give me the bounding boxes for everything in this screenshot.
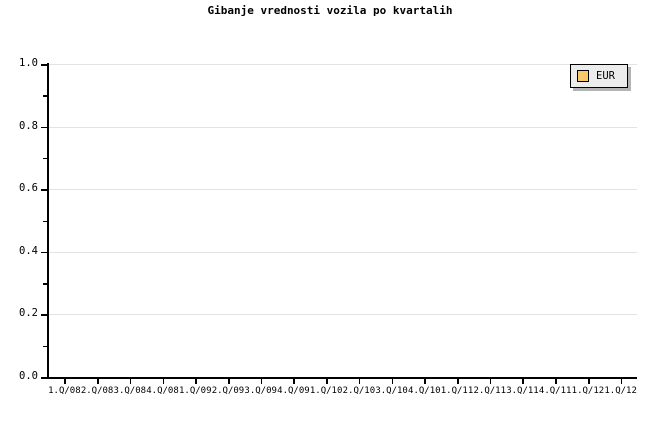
y-axis-labels: 0.0 0.2 0.4 0.6 0.8 1.0 (0, 0, 38, 440)
x-axis-tick (293, 378, 295, 384)
x-axis-tick-label: 4.Q/10 (408, 386, 441, 396)
y-axis-tick (41, 64, 47, 66)
gridline (48, 126, 637, 128)
x-axis-tick-label: 1.Q/09 (178, 386, 212, 396)
y-axis-tick-label: 0.4 (19, 244, 38, 257)
x-axis-tick (457, 378, 459, 384)
x-axis-tick-label: 1.Q/12 (571, 386, 605, 396)
x-axis-tick-label: 3.Q/10 (375, 386, 408, 396)
legend-label-eur: EUR (596, 70, 615, 82)
y-axis-tick (41, 189, 47, 191)
x-axis-tick (162, 378, 165, 384)
x-axis-tick (555, 378, 557, 384)
x-axis-tick (326, 378, 328, 384)
legend[interactable]: EUR (570, 64, 628, 88)
x-axis-tick (424, 378, 426, 384)
x-axis-tick-label: 3.Q/11 (506, 386, 539, 396)
x-axis-tick-label: 1.Q/12 (604, 386, 637, 396)
x-axis-tick (522, 378, 525, 384)
x-axis-tick (260, 378, 263, 384)
x-axis-line (47, 377, 637, 379)
x-axis-tick (97, 378, 99, 384)
gridline (48, 314, 637, 316)
x-axis-tick (489, 378, 492, 384)
gridline (48, 189, 637, 191)
y-axis-minor-tick (43, 345, 47, 348)
y-axis-tick (41, 377, 47, 379)
y-axis-tick-label: 0.8 (19, 119, 38, 132)
y-axis-tick (41, 126, 47, 129)
y-axis-minor-tick (43, 95, 47, 97)
x-axis-tick-label: 2.Q/09 (211, 386, 245, 396)
y-axis-tick (41, 314, 47, 316)
x-axis-tick (129, 378, 132, 384)
x-axis-tick-label: 3.Q/08 (113, 386, 147, 396)
x-axis-tick-label: 4.Q/11 (538, 386, 572, 396)
x-axis-tick (195, 378, 197, 384)
x-axis-tick (227, 378, 230, 384)
y-axis-tick-label: 0.6 (19, 182, 38, 195)
x-axis-tick-label: 1.Q/11 (440, 386, 474, 396)
y-axis-tick-label: 0.2 (19, 307, 38, 320)
y-axis-tick-label: 1.0 (19, 57, 38, 69)
y-axis-line (47, 63, 49, 378)
x-axis-tick-label: 4.Q/09 (277, 386, 310, 396)
y-axis-tick (41, 251, 47, 254)
x-axis-tick-label: 1.Q/10 (309, 386, 343, 396)
x-axis-tick-label: 2.Q/08 (80, 386, 114, 396)
x-axis-tick-label: 3.Q/09 (244, 386, 277, 396)
x-axis-tick (587, 378, 590, 384)
chart-title: Gibanje vrednosti vozila po kvartalih (207, 4, 453, 17)
legend-swatch-eur (577, 70, 589, 82)
y-axis-minor-tick (43, 283, 47, 285)
x-axis-tick (64, 378, 66, 384)
x-axis-tick (620, 378, 623, 384)
y-axis-minor-tick (43, 220, 47, 223)
y-axis-minor-tick (43, 157, 47, 160)
gridline (48, 251, 637, 253)
x-axis-tick-label: 1.Q/08 (48, 386, 81, 396)
x-axis-tick-label: 2.Q/10 (342, 386, 376, 396)
x-axis-tick (358, 378, 361, 384)
x-axis-tick (391, 378, 394, 384)
y-axis-tick-label: 0.0 (19, 370, 38, 382)
x-axis-tick-label: 4.Q/08 (146, 386, 179, 396)
x-axis-tick-label: 2.Q/11 (473, 386, 507, 396)
plot-area (48, 64, 637, 377)
gridline (48, 64, 637, 65)
